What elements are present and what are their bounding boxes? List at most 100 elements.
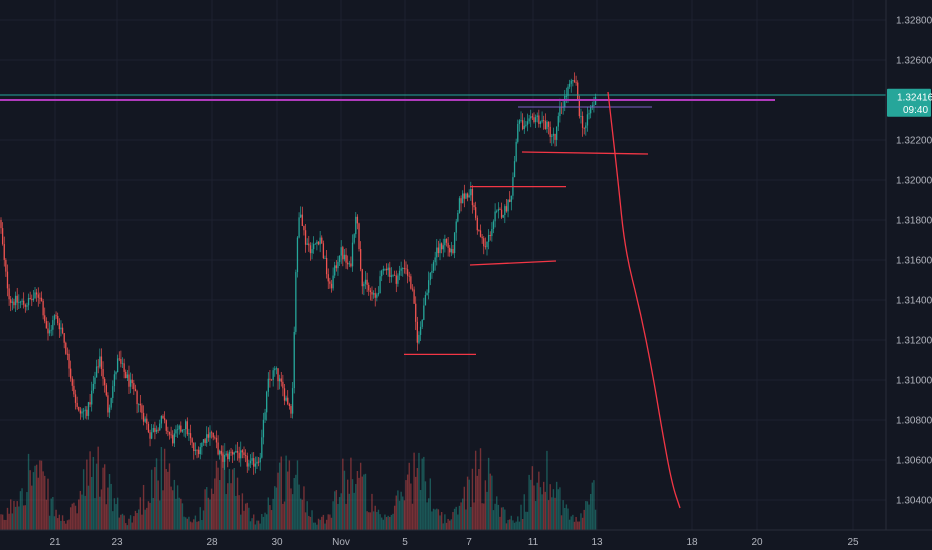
candle-body bbox=[10, 299, 12, 303]
volume-bar bbox=[463, 486, 466, 530]
volume-bar bbox=[204, 489, 206, 530]
candle-body bbox=[282, 381, 284, 389]
volume-bar bbox=[57, 518, 59, 530]
candle-body bbox=[381, 270, 383, 277]
candle-body bbox=[460, 198, 462, 204]
candle-body bbox=[71, 378, 73, 386]
candle-body bbox=[170, 434, 172, 436]
candle-body bbox=[217, 442, 219, 455]
volume-bar bbox=[18, 506, 20, 530]
volume-bar bbox=[530, 479, 532, 530]
candle-body bbox=[515, 141, 517, 162]
volume-bar bbox=[489, 473, 491, 530]
volume-bar bbox=[512, 520, 514, 530]
volume-bar bbox=[291, 494, 294, 530]
axis-settings-icon[interactable] bbox=[887, 531, 932, 550]
volume-bar bbox=[364, 473, 367, 530]
candle-body bbox=[288, 404, 291, 407]
volume-bar bbox=[159, 500, 161, 530]
candle-body bbox=[5, 259, 7, 272]
candles bbox=[0, 72, 597, 475]
candle-body bbox=[139, 403, 141, 406]
candle-body bbox=[16, 295, 18, 303]
volume-bar bbox=[564, 507, 566, 530]
volume-bar bbox=[219, 480, 221, 530]
support-2-line[interactable] bbox=[469, 260, 557, 266]
volume-bar bbox=[10, 499, 12, 530]
projection-line[interactable] bbox=[607, 91, 681, 509]
volume-bar bbox=[465, 509, 467, 530]
candle-body bbox=[82, 410, 85, 412]
volume-bar bbox=[298, 484, 300, 530]
volume-bar bbox=[389, 516, 391, 530]
candle-body bbox=[377, 293, 380, 295]
volume-bar bbox=[329, 514, 331, 530]
volume-bar bbox=[199, 507, 201, 530]
volume-bar bbox=[549, 484, 551, 530]
candle-body bbox=[418, 334, 420, 343]
volume-bar bbox=[163, 448, 166, 530]
volume-bar bbox=[8, 513, 10, 530]
volume-bar bbox=[410, 483, 412, 530]
volume-bar bbox=[581, 517, 584, 530]
candle-body bbox=[44, 315, 46, 322]
volume-bars bbox=[0, 443, 597, 530]
volume-bar bbox=[193, 519, 195, 530]
candle-body bbox=[570, 80, 572, 84]
support-segments bbox=[404, 151, 649, 356]
candle-body bbox=[222, 453, 224, 462]
candle-body bbox=[126, 374, 129, 379]
volume-bar bbox=[243, 510, 245, 530]
volume-bar bbox=[238, 495, 240, 530]
candle-body bbox=[152, 428, 154, 433]
volume-bar bbox=[484, 480, 487, 530]
candle-body bbox=[332, 275, 334, 289]
volume-bar bbox=[5, 519, 7, 530]
candle-body bbox=[547, 121, 550, 127]
candle-body bbox=[504, 206, 506, 215]
candle-body bbox=[434, 257, 436, 263]
volume-bar bbox=[32, 472, 35, 530]
candle-body bbox=[371, 292, 373, 295]
y-tick-label: 1.32600 bbox=[896, 56, 932, 67]
candle-body bbox=[228, 451, 231, 460]
candle-body bbox=[436, 247, 438, 258]
volume-bar bbox=[500, 507, 503, 530]
volume-bar bbox=[321, 516, 323, 530]
volume-bar bbox=[95, 463, 98, 530]
volume-bar bbox=[552, 489, 555, 530]
volume-bar bbox=[546, 450, 548, 530]
volume-bar bbox=[78, 499, 80, 530]
volume-bar bbox=[406, 474, 409, 530]
volume-bar bbox=[270, 510, 273, 530]
volume-bar bbox=[149, 502, 151, 530]
support-4-line[interactable] bbox=[521, 151, 649, 155]
volume-bar bbox=[356, 470, 359, 530]
volume-bar bbox=[285, 455, 287, 530]
candle-body bbox=[321, 237, 323, 244]
candle-body bbox=[14, 295, 17, 306]
volume-bar bbox=[538, 471, 540, 530]
volume-bar bbox=[176, 485, 179, 530]
volume-bar bbox=[181, 503, 184, 530]
volume-bar bbox=[434, 509, 436, 530]
candle-body bbox=[104, 378, 106, 386]
volume-bar bbox=[170, 486, 172, 530]
volume-bar bbox=[29, 470, 31, 530]
candle-body bbox=[355, 216, 357, 235]
volume-bar bbox=[249, 521, 252, 530]
candle-body bbox=[583, 127, 585, 129]
volume-bar bbox=[583, 509, 585, 530]
candle-body bbox=[264, 412, 266, 420]
candle-body bbox=[84, 409, 86, 411]
volume-bar bbox=[508, 519, 511, 530]
volume-bar bbox=[371, 493, 373, 530]
candle-body bbox=[121, 363, 124, 365]
volume-bar bbox=[523, 494, 525, 530]
volume-bar bbox=[324, 523, 326, 530]
volume-bar bbox=[39, 460, 41, 530]
candle-body bbox=[387, 267, 389, 271]
volume-bar bbox=[340, 493, 342, 530]
